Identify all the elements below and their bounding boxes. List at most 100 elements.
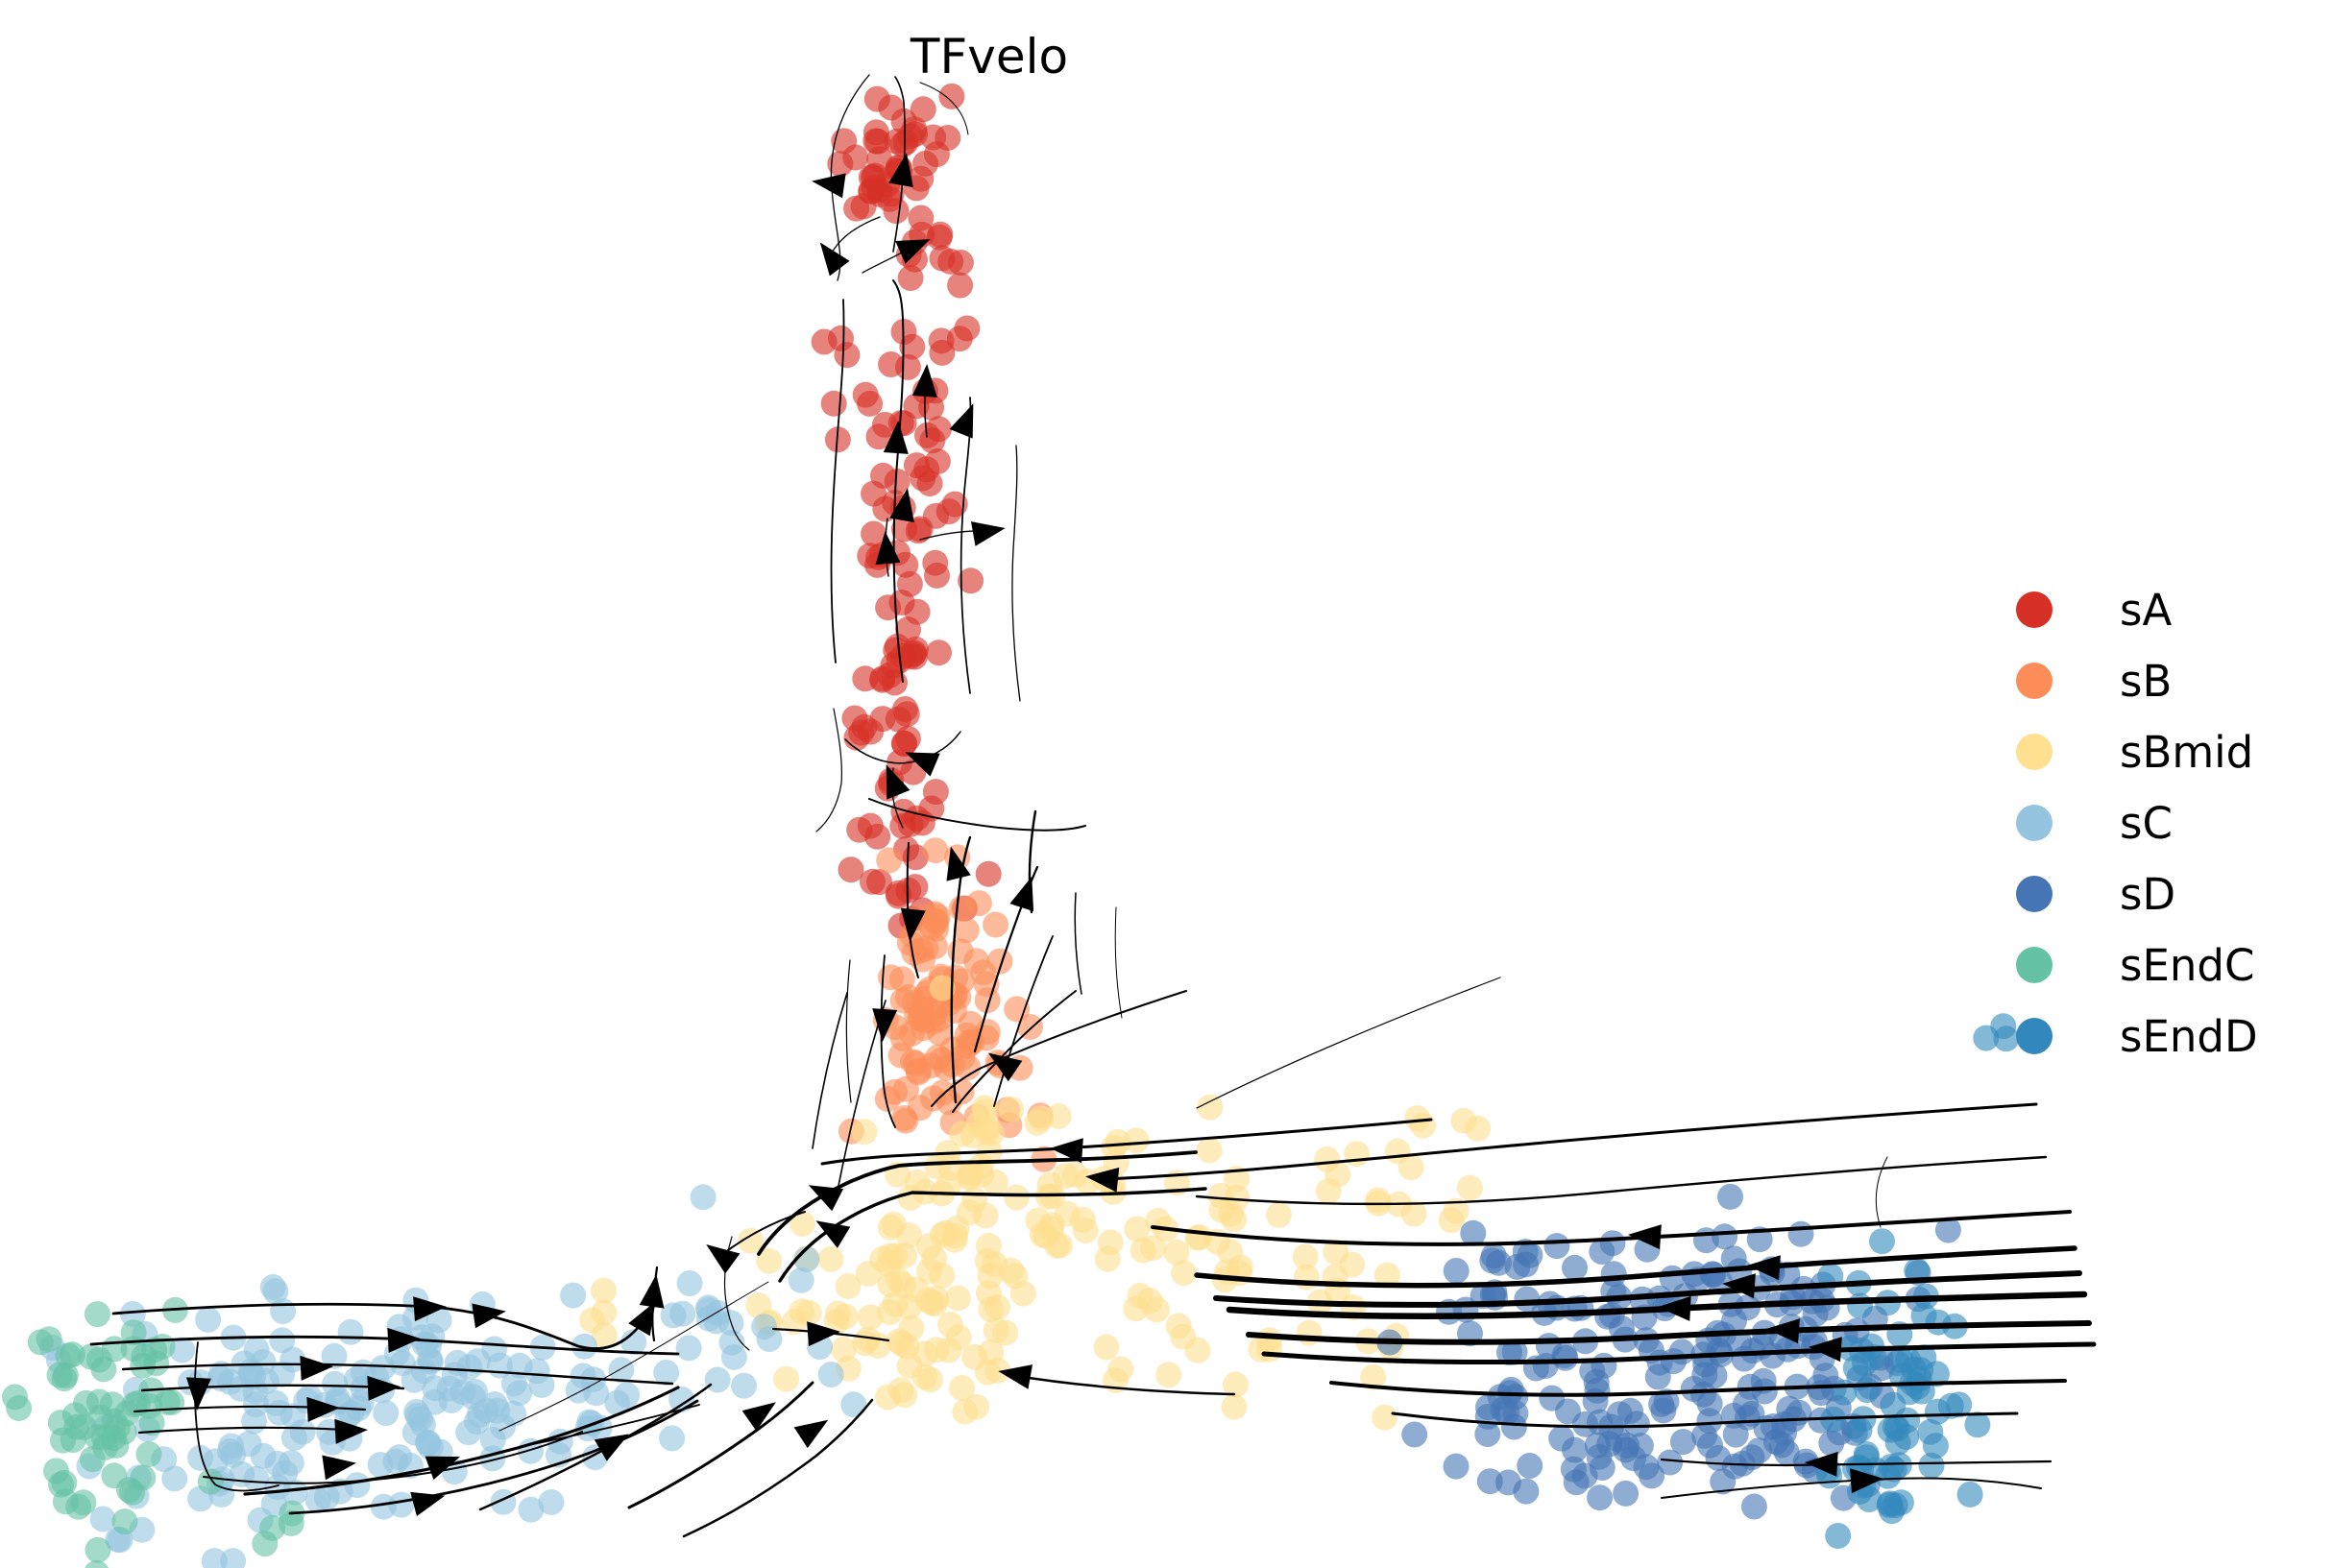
legend-dot-icon	[2016, 876, 2053, 912]
scatter-point	[1885, 1452, 1912, 1479]
stream-arrowhead-icon	[322, 1455, 356, 1481]
scatter-point	[1061, 1161, 1088, 1188]
scatter-point	[231, 1350, 257, 1377]
scatter-point	[1384, 1138, 1411, 1165]
scatter-point	[857, 1304, 884, 1331]
scatter-point	[1401, 1421, 1428, 1448]
scatter-point	[1760, 1342, 1785, 1369]
scatter-point	[929, 245, 956, 272]
scatter-point	[1690, 1381, 1717, 1408]
scatter-point	[1163, 1239, 1190, 1266]
scatter-point	[1922, 1433, 1949, 1459]
scatter-point	[1850, 1406, 1877, 1433]
scatter-point	[1964, 1411, 1991, 1438]
scatter-point	[912, 1340, 939, 1367]
streamline	[1011, 445, 1021, 702]
scatter-point	[389, 1350, 416, 1377]
scatter-point	[1360, 1363, 1387, 1390]
stream-arrowhead-icon	[971, 521, 1006, 546]
scatter-point	[811, 328, 838, 355]
scatter-point	[518, 1496, 545, 1523]
scatter-point	[70, 1413, 97, 1440]
scatter-point	[436, 1375, 463, 1402]
scatter-point	[825, 1300, 851, 1327]
legend-dot-icon	[2016, 663, 2053, 699]
stream-arrowhead-icon	[425, 1456, 460, 1481]
stream-arrowhead-icon	[300, 1355, 333, 1381]
streamline	[845, 959, 852, 1103]
scatter-point	[903, 452, 930, 479]
scatter-point	[1443, 1197, 1470, 1224]
stream-arrowhead-icon	[815, 1220, 851, 1248]
legend-label: sD	[2120, 868, 2176, 920]
scatter-point	[926, 639, 952, 666]
cluster-sEndC	[2, 1296, 305, 1568]
legend: sA sB sBmid sC sD sEndC sEndD	[2016, 574, 2258, 1072]
scatter-point	[195, 1306, 222, 1333]
scatter-point	[1197, 1094, 1224, 1121]
scatter-point	[119, 1479, 146, 1506]
scatter-point	[1047, 1232, 1074, 1259]
scatter-point	[1613, 1436, 1640, 1463]
scatter-point	[1474, 1421, 1501, 1447]
scatter-point	[479, 1426, 506, 1453]
stream-arrowhead-icon	[741, 1402, 776, 1432]
scatter-point	[820, 390, 847, 417]
stream-arrowhead-icon	[472, 1303, 506, 1329]
stream-arrowhead-icon	[872, 1008, 898, 1042]
stream-arrowhead-icon	[1085, 1167, 1120, 1193]
scatter-point	[614, 1382, 641, 1409]
streamline	[1213, 1270, 2082, 1308]
scatter-point	[838, 856, 864, 883]
streamline	[498, 1281, 769, 1432]
scatter-point	[1036, 1171, 1063, 1198]
stream-arrowhead-icon	[807, 1321, 840, 1347]
scatter-point	[669, 1300, 696, 1327]
stream-arrowhead-icon	[1658, 1295, 1691, 1321]
legend-label: sEndD	[2120, 1010, 2258, 1062]
streamline	[830, 299, 845, 663]
scatter-point	[1613, 1480, 1640, 1507]
scatter-point	[972, 1202, 999, 1229]
scatter-point	[417, 1346, 444, 1373]
scatter-point	[695, 1296, 722, 1323]
scatter-point	[1184, 1337, 1211, 1363]
scatter-point	[201, 1548, 228, 1568]
scatter-point	[85, 1536, 111, 1563]
scatter-point	[386, 1444, 413, 1471]
scatter-point	[948, 895, 975, 922]
scatter-point	[738, 1227, 764, 1254]
scatter-point	[1956, 1481, 1983, 1508]
scatter-point	[871, 411, 898, 438]
scatter-point	[924, 448, 951, 474]
scatter-point	[1296, 1319, 1323, 1346]
scatter-point	[795, 1299, 822, 1326]
scatter-point	[1543, 1233, 1570, 1260]
scatter-point	[262, 1278, 289, 1305]
streamline	[288, 1399, 699, 1515]
legend-dot-icon	[2016, 1018, 2053, 1054]
scatter-point	[586, 1414, 613, 1441]
scatter-point	[121, 1391, 148, 1418]
scatter-point	[120, 1319, 147, 1346]
scatter-point	[1410, 1112, 1437, 1139]
streamline	[1246, 1320, 2092, 1345]
scatter-point	[337, 1318, 364, 1345]
scatter-point	[1372, 1404, 1398, 1431]
scatter-point	[884, 633, 911, 660]
streamline	[1391, 1411, 2019, 1429]
streamline	[1114, 906, 1123, 1019]
scatter-point	[415, 1430, 442, 1456]
streamline	[203, 1431, 583, 1484]
streamline	[1103, 1102, 2038, 1181]
scatter-point	[565, 1377, 592, 1404]
scatter-point	[1256, 1327, 1283, 1354]
scatter-point	[1657, 1449, 1684, 1476]
scatter-point	[659, 1425, 686, 1452]
scatter-point	[1572, 1411, 1598, 1437]
stream-arrowhead-icon	[998, 1364, 1032, 1389]
scatter-point	[885, 706, 911, 733]
scatter-point	[1344, 1141, 1371, 1168]
scatter-point	[888, 966, 915, 993]
scatter-point	[922, 549, 949, 576]
